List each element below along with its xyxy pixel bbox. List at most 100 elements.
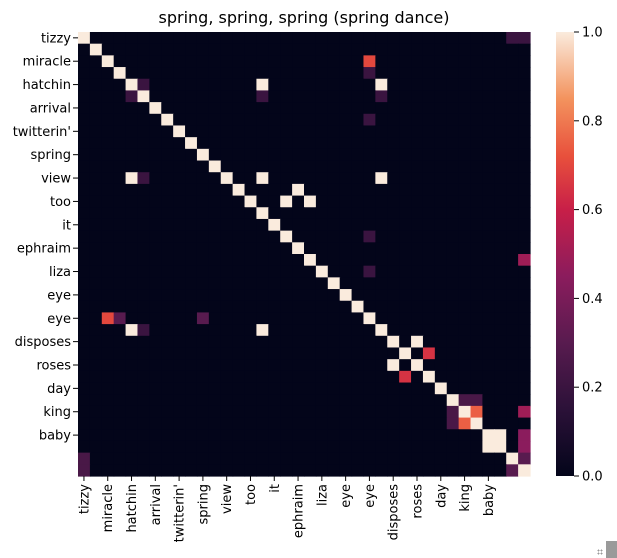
heatmap-cell xyxy=(137,183,150,197)
heatmap-cell xyxy=(399,43,412,56)
heatmap-cell xyxy=(256,113,269,127)
heatmap-cell xyxy=(327,218,341,232)
heatmap-cell xyxy=(387,429,400,442)
heatmap-cell xyxy=(113,300,127,314)
heatmap-cell xyxy=(292,359,305,372)
heatmap-cell xyxy=(470,125,484,138)
heatmap-cell xyxy=(422,137,436,150)
heatmap-cell xyxy=(506,218,519,232)
heatmap-cell xyxy=(315,440,329,454)
heatmap-cell xyxy=(351,464,365,477)
heatmap-cell xyxy=(482,78,495,92)
heatmap-cell xyxy=(494,125,507,138)
heatmap-cell xyxy=(256,102,269,115)
heatmap-cell xyxy=(434,289,448,302)
heatmap-cell xyxy=(411,183,424,197)
heatmap-cell xyxy=(304,289,317,302)
heatmap-cell xyxy=(363,137,376,150)
heatmap-cell xyxy=(446,78,460,92)
heatmap-cell xyxy=(494,160,507,173)
heatmap-cell xyxy=(446,137,460,150)
heatmap-cell xyxy=(434,265,448,278)
heatmap-cell xyxy=(339,277,353,290)
heatmap-cell xyxy=(280,67,293,80)
heatmap-cell xyxy=(351,137,365,150)
heatmap-cell xyxy=(232,405,246,419)
heatmap-cell xyxy=(351,207,365,220)
heatmap-cell xyxy=(339,230,353,243)
heatmap-cell xyxy=(494,382,507,395)
heatmap-cell xyxy=(78,382,91,395)
heatmap-cell xyxy=(387,405,400,419)
heatmap-cell xyxy=(422,382,436,395)
heatmap-cell xyxy=(339,172,353,185)
heatmap-cell xyxy=(339,417,353,430)
heatmap-cell xyxy=(422,183,436,197)
heatmap-cell xyxy=(149,230,162,243)
heatmap-cell xyxy=(137,382,150,395)
heatmap-cell xyxy=(185,335,198,349)
heatmap-cell xyxy=(375,277,388,290)
heatmap-cell xyxy=(268,67,281,80)
heatmap-cell xyxy=(470,78,484,92)
heatmap-cell xyxy=(494,394,507,407)
heatmap-cell xyxy=(113,277,127,290)
heatmap-cell xyxy=(149,32,162,45)
heatmap-cell xyxy=(494,254,507,267)
heatmap-cell xyxy=(482,394,495,407)
scrollbar-thumb[interactable] xyxy=(606,541,617,558)
heatmap-cell xyxy=(220,218,234,232)
heatmap-cell xyxy=(101,160,115,173)
heatmap-cell xyxy=(208,300,222,314)
heatmap-cell xyxy=(375,195,388,208)
heatmap-cell xyxy=(434,102,448,115)
heatmap-cell xyxy=(208,440,222,454)
heatmap-cell xyxy=(161,347,174,360)
heatmap-cell xyxy=(256,125,269,138)
heatmap-cell xyxy=(518,277,531,290)
heatmap-cell xyxy=(244,78,258,92)
heatmap-cell xyxy=(232,347,246,360)
heatmap-cell xyxy=(506,370,519,384)
heatmap-cell xyxy=(161,242,174,255)
heatmap-cell xyxy=(506,312,519,325)
heatmap-cell xyxy=(256,67,269,80)
heatmap-cell xyxy=(113,113,127,127)
heatmap-cell xyxy=(518,137,531,150)
heatmap-cell xyxy=(137,230,150,243)
heatmap-cell xyxy=(494,347,507,360)
heatmap-cell xyxy=(220,67,234,80)
heatmap-cell xyxy=(411,277,424,290)
heatmap-cell xyxy=(292,67,305,80)
heatmap-cell xyxy=(196,394,210,407)
heatmap-cell xyxy=(185,43,198,56)
heatmap-cell xyxy=(161,324,174,337)
heatmap-cell xyxy=(113,125,127,138)
heatmap-cell xyxy=(125,78,139,92)
heatmap-cell xyxy=(220,160,234,173)
heatmap-cell xyxy=(208,277,222,290)
heatmap-cell xyxy=(315,137,329,150)
heatmap-cell xyxy=(387,183,400,197)
heatmap-cell xyxy=(244,137,258,150)
heatmap-cell xyxy=(185,242,198,255)
heatmap-cell xyxy=(185,55,198,68)
heatmap-cell xyxy=(161,148,174,162)
heatmap-cell xyxy=(173,172,186,185)
heatmap-cell xyxy=(422,78,436,92)
heatmap-cell xyxy=(113,265,127,278)
heatmap-cell xyxy=(339,55,353,68)
heatmap-cell xyxy=(185,417,198,430)
heatmap-cell xyxy=(518,90,531,103)
heatmap-cell xyxy=(375,32,388,45)
heatmap-cell xyxy=(315,417,329,430)
heatmap-cell xyxy=(387,417,400,430)
heatmap-cell xyxy=(411,137,424,150)
heatmap-cell xyxy=(232,183,246,197)
heatmap-cell xyxy=(220,207,234,220)
heatmap-cell xyxy=(411,417,424,430)
y-tick-label: liza xyxy=(49,265,71,280)
heatmap-cell xyxy=(422,125,436,138)
heatmap-cell xyxy=(339,265,353,278)
heatmap-cell xyxy=(292,32,305,45)
